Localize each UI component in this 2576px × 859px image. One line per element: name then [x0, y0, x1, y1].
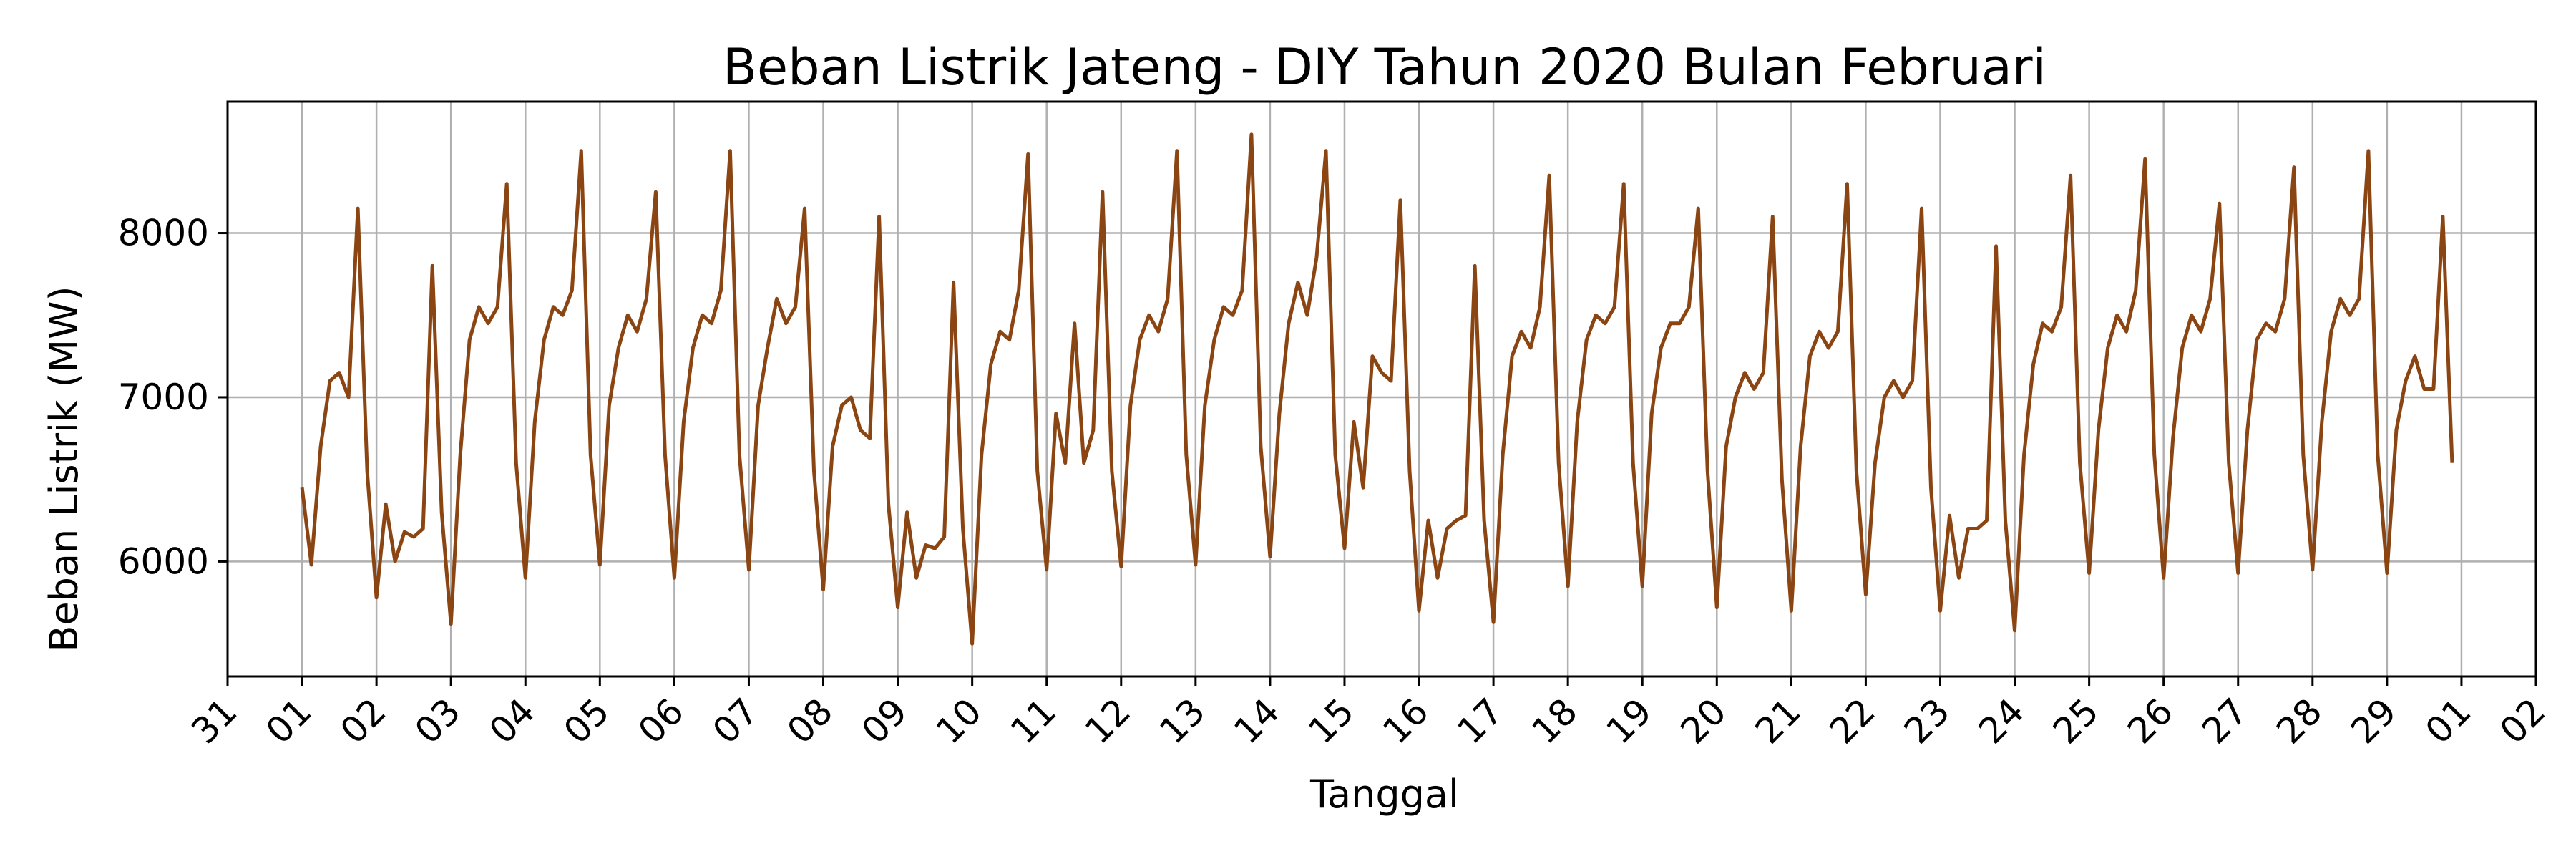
y-tick-label: 7000 [118, 377, 209, 418]
chart-title: Beban Listrik Jateng - DIY Tahun 2020 Bu… [723, 38, 2046, 97]
plot-area-frame [226, 100, 2537, 678]
data-series [300, 132, 2454, 646]
y-tick-label: 6000 [118, 540, 209, 582]
y-tick-label: 8000 [118, 213, 209, 254]
x-axis-label: Tanggal [1309, 772, 1459, 817]
series-line-beban-listrik [300, 132, 2454, 646]
y-axis-label: Beban Listrik (MW) [42, 286, 87, 651]
